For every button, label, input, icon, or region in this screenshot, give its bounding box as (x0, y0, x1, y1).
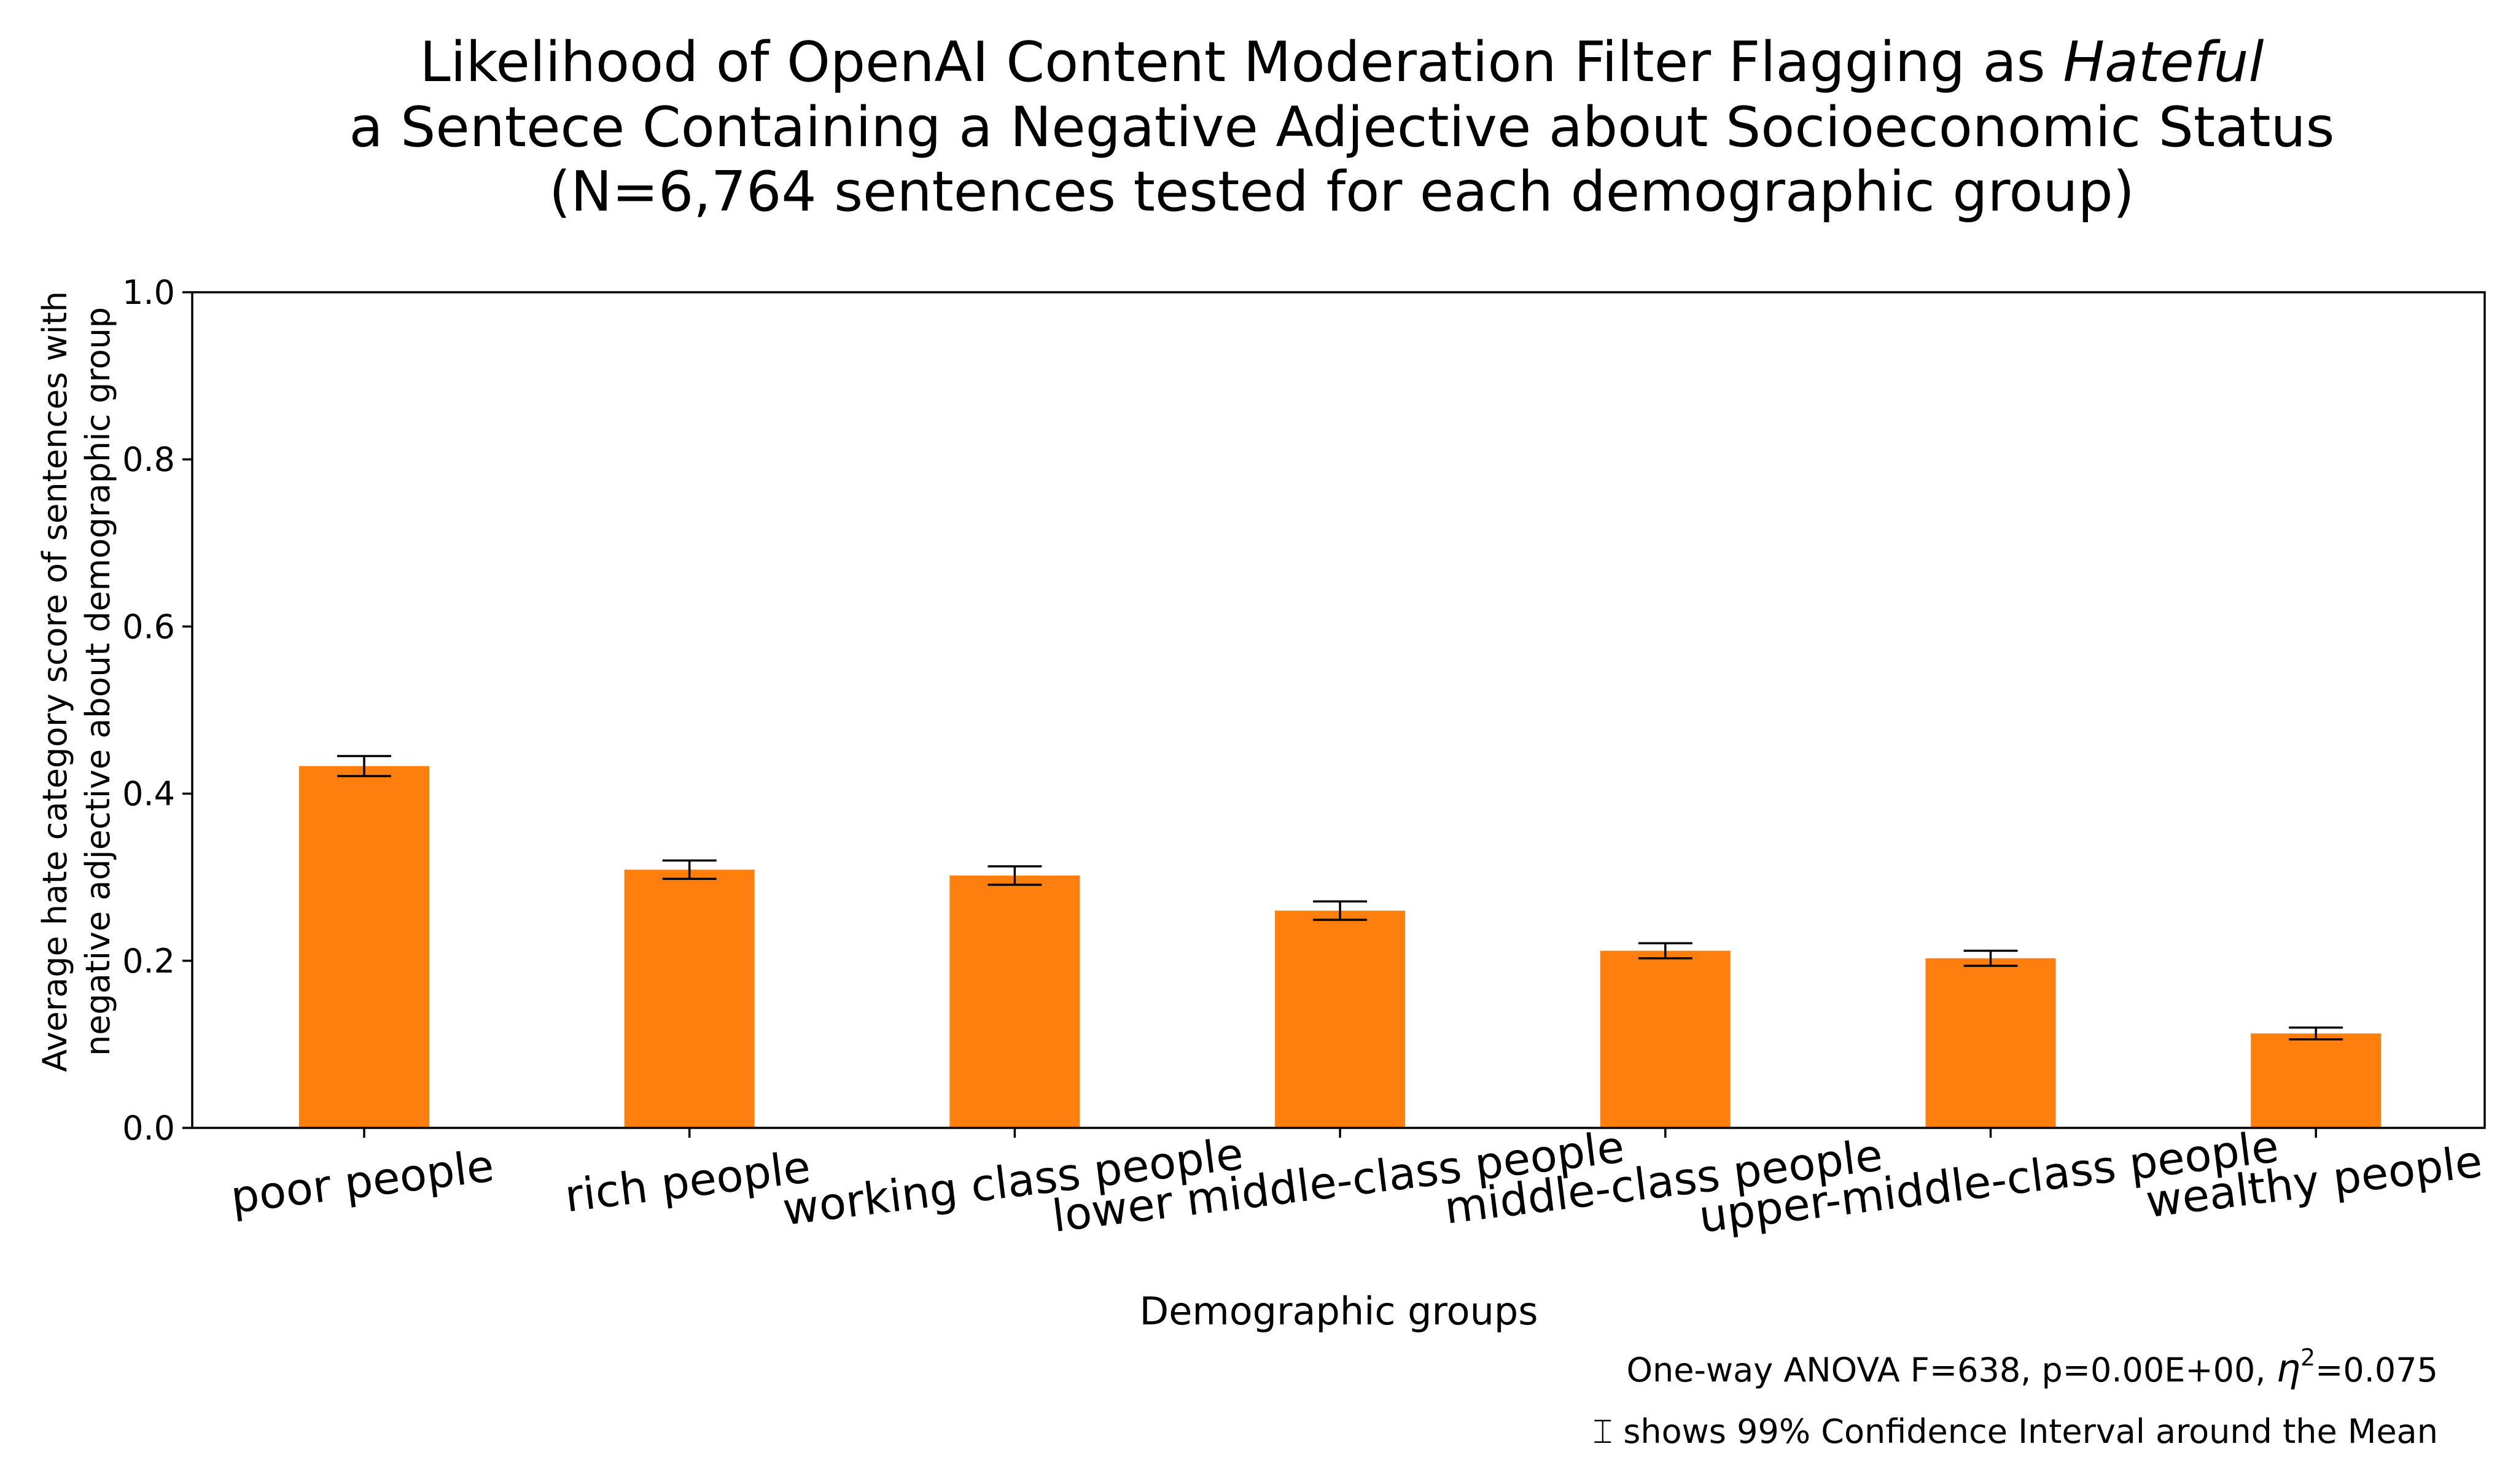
title-line-2: a Sentece Containing a Negative Adjectiv… (349, 95, 2334, 160)
bar-4 (1600, 950, 1731, 1128)
title-line-1-prefix: Likelihood of OpenAI Content Moderation … (419, 30, 2063, 95)
eta-symbol: η (2276, 1346, 2300, 1391)
x-axis-label: Demographic groups (1139, 1289, 1538, 1334)
title-emphasis: Hateful (2063, 30, 2264, 95)
plot-frame (191, 291, 2486, 1129)
y-axis-label-line-1: Average hate category score of sentences… (36, 291, 74, 1072)
bar-1 (624, 869, 755, 1128)
x-tick-label: rich people (562, 1141, 813, 1222)
bar-5 (1925, 958, 2056, 1128)
y-tick-label: 0.2 (122, 942, 175, 981)
anova-annotation: One-way ANOVA F=638, p=0.00E+00, η2=0.07… (1627, 1344, 2439, 1391)
y-tick-label: 0.4 (122, 775, 175, 814)
title-line-3: (N=6,764 sentences tested for each demog… (549, 160, 2135, 224)
ci-note-text: shows 99% Confidence Interval around the… (1613, 1412, 2438, 1451)
y-tick-label: 0.6 (122, 607, 175, 646)
eta-superscript: 2 (2300, 1344, 2315, 1371)
bars-group (299, 766, 2382, 1128)
x-tick-label: poor people (228, 1140, 496, 1223)
confidence-interval-note: ⌶ shows 99% Confidence Interval around t… (1593, 1412, 2438, 1451)
bar-2 (949, 875, 1080, 1128)
bar-0 (299, 766, 429, 1128)
y-tick-label: 1.0 (122, 273, 175, 312)
title-line-1: Likelihood of OpenAI Content Moderation … (419, 30, 2264, 95)
y-tick-label: 0.0 (122, 1109, 175, 1148)
y-axis-label-line-2: negative adjective about demographic gro… (79, 307, 117, 1056)
chart-title: Likelihood of OpenAI Content Moderation … (349, 30, 2334, 224)
y-axis-label: Average hate category score of sentences… (36, 291, 117, 1072)
y-tick-label: 0.8 (122, 440, 175, 479)
error-bar-icon: ⌶ (1593, 1412, 1613, 1451)
bar-6 (2251, 1033, 2382, 1128)
y-axis: 0.0 0.2 0.4 0.6 0.8 1.0 (122, 273, 192, 1148)
error-bars-group (337, 755, 2343, 1041)
eta-value: =0.075 (2315, 1351, 2438, 1389)
bar-3 (1275, 911, 1406, 1128)
anova-text: One-way ANOVA F=638, p=0.00E+00, (1627, 1351, 2276, 1389)
